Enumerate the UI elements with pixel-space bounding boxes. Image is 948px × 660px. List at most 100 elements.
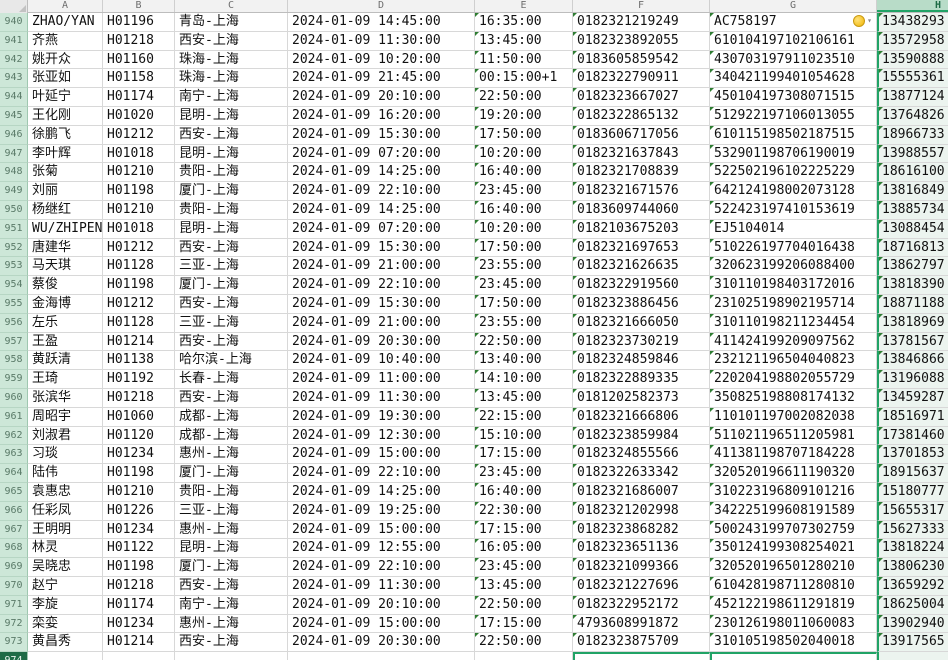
cell-E941[interactable]: 13:45:00 bbox=[475, 31, 573, 51]
cell-C943[interactable]: 珠海-上海 bbox=[175, 69, 288, 89]
cell-G957[interactable]: 411424199209097562 bbox=[710, 332, 877, 352]
cell-C964[interactable]: 厦门-上海 bbox=[175, 464, 288, 483]
cell-D954[interactable]: 2024-01-09 22:10:00 bbox=[288, 276, 475, 295]
cell-E945[interactable]: 19:20:00 bbox=[475, 106, 573, 126]
row-header-946[interactable]: 946 bbox=[0, 125, 28, 145]
cell-B963[interactable]: H01234 bbox=[103, 445, 175, 465]
row-header-964[interactable]: 964 bbox=[0, 464, 28, 483]
cell-F941[interactable]: 0182323892055 bbox=[573, 31, 710, 51]
cell-H955[interactable]: 18871188 bbox=[877, 294, 948, 314]
cell-F961[interactable]: 0182321666806 bbox=[573, 407, 710, 427]
cell-F958[interactable]: 0182324859846 bbox=[573, 351, 710, 371]
cell-D942[interactable]: 2024-01-09 10:20:00 bbox=[288, 50, 475, 70]
row-header-952[interactable]: 952 bbox=[0, 238, 28, 258]
cell-A973[interactable]: 黄昌秀 bbox=[28, 633, 103, 653]
cell-D955[interactable]: 2024-01-09 15:30:00 bbox=[288, 294, 475, 314]
cell-D949[interactable]: 2024-01-09 22:10:00 bbox=[288, 182, 475, 201]
cell-C951[interactable]: 昆明-上海 bbox=[175, 219, 288, 239]
cell-F943[interactable]: 0182322790911 bbox=[573, 69, 710, 89]
cell-E956[interactable]: 23:55:00 bbox=[475, 313, 573, 333]
cell-G954[interactable]: 310110198403172016 bbox=[710, 276, 877, 295]
cell-F959[interactable]: 0182322889335 bbox=[573, 370, 710, 389]
cell-F949[interactable]: 0182321671576 bbox=[573, 182, 710, 201]
cell-D966[interactable]: 2024-01-09 19:25:00 bbox=[288, 501, 475, 521]
cell-G958[interactable]: 232121196504040823 bbox=[710, 351, 877, 371]
cell-B946[interactable]: H01212 bbox=[103, 125, 175, 145]
cell-E942[interactable]: 11:50:00 bbox=[475, 50, 573, 70]
row-header-944[interactable]: 944 bbox=[0, 88, 28, 107]
cell-B964[interactable]: H01198 bbox=[103, 464, 175, 483]
cell-C966[interactable]: 三亚-上海 bbox=[175, 501, 288, 521]
cell-H944[interactable]: 13877124 bbox=[877, 88, 948, 107]
cell-B961[interactable]: H01060 bbox=[103, 407, 175, 427]
cell-C969[interactable]: 厦门-上海 bbox=[175, 558, 288, 577]
cell-G974[interactable] bbox=[710, 652, 877, 660]
cell-G968[interactable]: 350124199308254021 bbox=[710, 539, 877, 559]
select-all-corner[interactable] bbox=[0, 0, 28, 13]
cell-H945[interactable]: 13764826 bbox=[877, 106, 948, 126]
cell-B962[interactable]: H01120 bbox=[103, 426, 175, 446]
cell-H946[interactable]: 18966733 bbox=[877, 125, 948, 145]
cell-E954[interactable]: 23:45:00 bbox=[475, 276, 573, 295]
cell-C945[interactable]: 昆明-上海 bbox=[175, 106, 288, 126]
cell-A952[interactable]: 唐建华 bbox=[28, 238, 103, 258]
cell-F962[interactable]: 0182323859984 bbox=[573, 426, 710, 446]
cell-F974[interactable] bbox=[573, 652, 710, 660]
cell-D951[interactable]: 2024-01-09 07:20:00 bbox=[288, 219, 475, 239]
cell-B970[interactable]: H01218 bbox=[103, 576, 175, 596]
cell-H952[interactable]: 18716813 bbox=[877, 238, 948, 258]
cell-F940[interactable]: 0182321219249 bbox=[573, 13, 710, 32]
cell-D953[interactable]: 2024-01-09 21:00:00 bbox=[288, 257, 475, 277]
cell-A946[interactable]: 徐鹏飞 bbox=[28, 125, 103, 145]
row-header-955[interactable]: 955 bbox=[0, 294, 28, 314]
cell-D973[interactable]: 2024-01-09 20:30:00 bbox=[288, 633, 475, 653]
cell-G943[interactable]: 340421199401054628 bbox=[710, 69, 877, 89]
cell-G972[interactable]: 230126198011060083 bbox=[710, 614, 877, 634]
cell-G945[interactable]: 512922197106013055 bbox=[710, 106, 877, 126]
cell-G959[interactable]: 220204198802055729 bbox=[710, 370, 877, 389]
row-header-943[interactable]: 943 bbox=[0, 69, 28, 89]
cell-G944[interactable]: 450104197308071515 bbox=[710, 88, 877, 107]
cell-E973[interactable]: 22:50:00 bbox=[475, 633, 573, 653]
column-header-C[interactable]: C bbox=[175, 0, 288, 12]
cell-G951[interactable]: EJ5104014 bbox=[710, 219, 877, 239]
cell-G946[interactable]: 610115198502187515 bbox=[710, 125, 877, 145]
cell-A961[interactable]: 周昭宇 bbox=[28, 407, 103, 427]
cell-H969[interactable]: 13806230 bbox=[877, 558, 948, 577]
cell-E950[interactable]: 16:40:00 bbox=[475, 200, 573, 220]
cell-B954[interactable]: H01198 bbox=[103, 276, 175, 295]
cell-H970[interactable]: 13659292 bbox=[877, 576, 948, 596]
cell-E943[interactable]: 00:15:00+1 bbox=[475, 69, 573, 89]
cell-G955[interactable]: 231025198902195714 bbox=[710, 294, 877, 314]
cell-H958[interactable]: 13846866 bbox=[877, 351, 948, 371]
cell-F971[interactable]: 0182322952172 bbox=[573, 595, 710, 615]
cell-A948[interactable]: 张菊 bbox=[28, 163, 103, 183]
cell-F945[interactable]: 0182322865132 bbox=[573, 106, 710, 126]
cell-E969[interactable]: 23:45:00 bbox=[475, 558, 573, 577]
cell-D970[interactable]: 2024-01-09 11:30:00 bbox=[288, 576, 475, 596]
row-header-972[interactable]: 972 bbox=[0, 614, 28, 634]
dropdown-arrow-icon[interactable]: ▾ bbox=[867, 16, 872, 25]
cell-B949[interactable]: H01198 bbox=[103, 182, 175, 201]
cell-B944[interactable]: H01174 bbox=[103, 88, 175, 107]
cell-D960[interactable]: 2024-01-09 11:30:00 bbox=[288, 388, 475, 408]
cell-G940[interactable]: AC758197 ▾ bbox=[710, 13, 877, 32]
row-header-940[interactable]: 940 bbox=[0, 13, 28, 32]
cell-B945[interactable]: H01020 bbox=[103, 106, 175, 126]
cell-C956[interactable]: 三亚-上海 bbox=[175, 313, 288, 333]
cell-B943[interactable]: H01158 bbox=[103, 69, 175, 89]
cell-A957[interactable]: 王盈 bbox=[28, 332, 103, 352]
cell-A970[interactable]: 赵宁 bbox=[28, 576, 103, 596]
cell-C953[interactable]: 三亚-上海 bbox=[175, 257, 288, 277]
cell-H963[interactable]: 13701853 bbox=[877, 445, 948, 465]
row-header-957[interactable]: 957 bbox=[0, 332, 28, 352]
cell-E947[interactable]: 10:20:00 bbox=[475, 144, 573, 164]
cell-D943[interactable]: 2024-01-09 21:45:00 bbox=[288, 69, 475, 89]
cell-F963[interactable]: 0182324855566 bbox=[573, 445, 710, 465]
cell-C952[interactable]: 西安-上海 bbox=[175, 238, 288, 258]
cell-H943[interactable]: 15555361 bbox=[877, 69, 948, 89]
cell-H942[interactable]: 13590888 bbox=[877, 50, 948, 70]
cell-G956[interactable]: 310110198211234454 bbox=[710, 313, 877, 333]
cell-A953[interactable]: 马天琪 bbox=[28, 257, 103, 277]
cell-E953[interactable]: 23:55:00 bbox=[475, 257, 573, 277]
